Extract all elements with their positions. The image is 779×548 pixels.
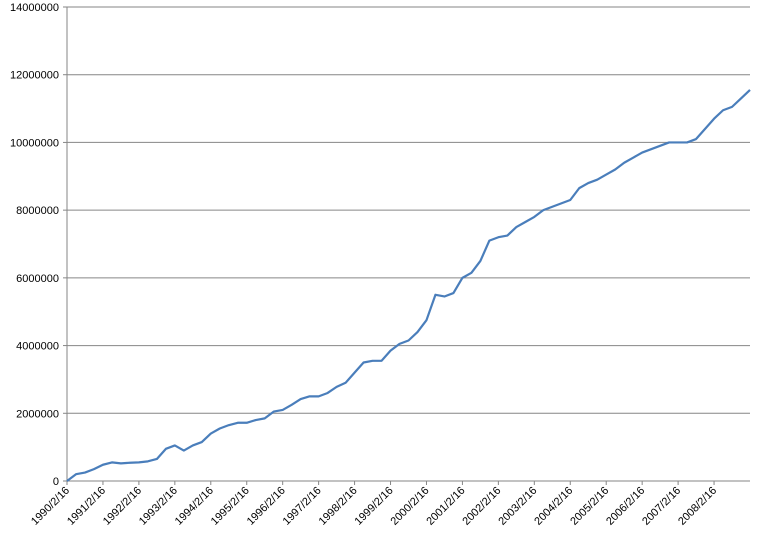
data-line [66, 89, 751, 482]
x-tick-label: 2008/2/16 [676, 485, 719, 528]
y-tick-label: 4000000 [16, 341, 59, 353]
y-tick-label: 6000000 [16, 273, 59, 285]
y-tick-label: 14000000 [10, 2, 59, 14]
y-tick-label: 0 [53, 476, 59, 488]
y-tick-label: 2000000 [16, 408, 59, 420]
y-tick-label: 8000000 [16, 205, 59, 217]
y-tick-label: 12000000 [10, 70, 59, 82]
y-tick-label: 10000000 [10, 137, 59, 149]
